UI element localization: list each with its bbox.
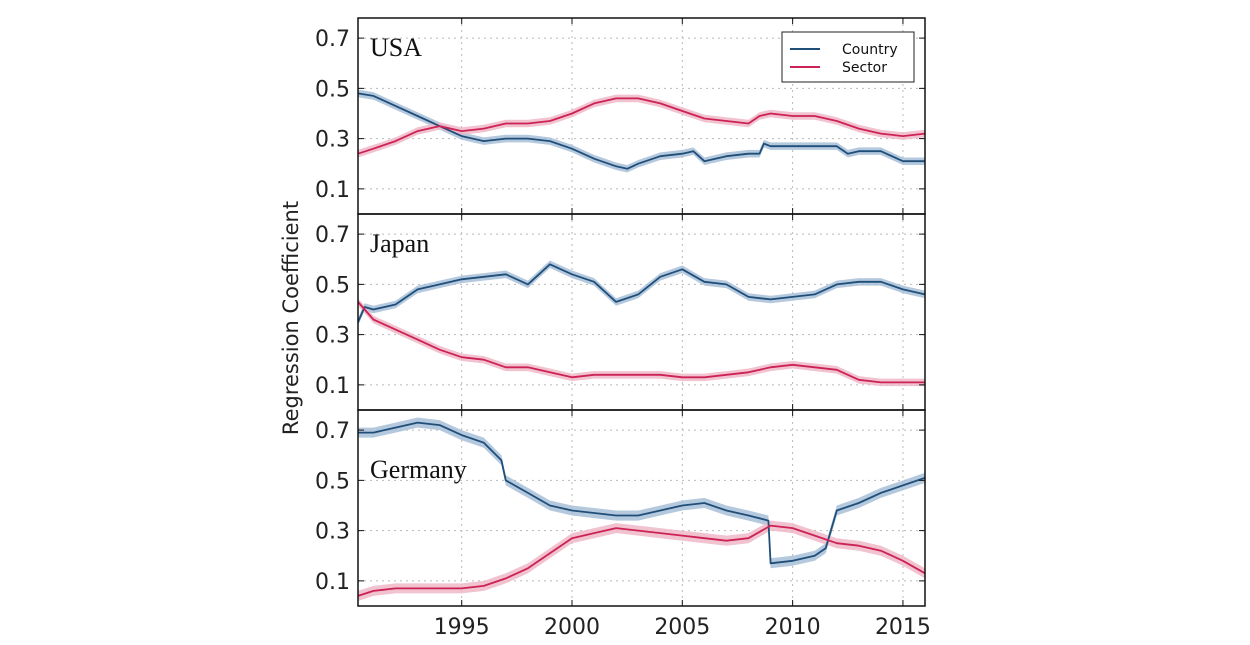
y-tick-label: 0.5 [315,77,350,102]
series-line-country [357,92,925,170]
panel-title: USA [370,33,422,62]
series-line-sector [357,97,926,155]
panel-japan: 0.1 0.3 0.5 0.7 Japan [315,213,926,411]
plot-frame [357,409,926,607]
x-tick-label: 1995 [434,615,490,640]
legend: Country Sector [781,31,915,83]
panel-title: Japan [370,229,429,258]
y-tick-label: 0.1 [315,374,350,399]
x-tick-label: 2015 [875,615,931,640]
y-tick-label: 0.5 [315,273,350,298]
y-tick-label: 0.3 [315,324,350,349]
plot-frame [357,213,926,411]
y-tick-label: 0.5 [315,469,350,494]
panel-usa: 0.1 0.3 0.5 0.7 USA [315,17,926,215]
series-line-country [357,263,926,323]
series-line-sector [357,301,925,384]
y-tick-label: 0.7 [315,223,350,248]
series-line-country [358,421,926,565]
y-tick-label: 0.3 [315,520,350,545]
legend-label-sector: Sector [842,60,887,76]
panel-title: Germany [370,455,467,484]
legend-label-country: Country [842,42,898,58]
y-tick-label: 0.7 [315,419,350,444]
y-tick-label: 0.3 [315,128,350,153]
y-tick-label: 0.1 [315,570,350,595]
y-tick-label: 0.7 [315,27,350,52]
legend-box [781,31,915,83]
x-tick-label: 2010 [765,615,821,640]
x-tick-label: 2000 [544,615,600,640]
series-band-country [358,417,925,569]
x-axis-ticks: 1995 2000 2005 2010 2015 [434,615,931,640]
panel-germany: 0.1 0.3 0.5 0.7 Germany [315,409,926,607]
y-tick-label: 0.1 [315,178,350,203]
series-band-country [358,260,925,326]
series-band-sector [358,298,925,387]
series-line-sector [357,524,926,597]
y-axis-label: Regression Coefficient [279,201,303,435]
x-tick-label: 2005 [654,615,710,640]
